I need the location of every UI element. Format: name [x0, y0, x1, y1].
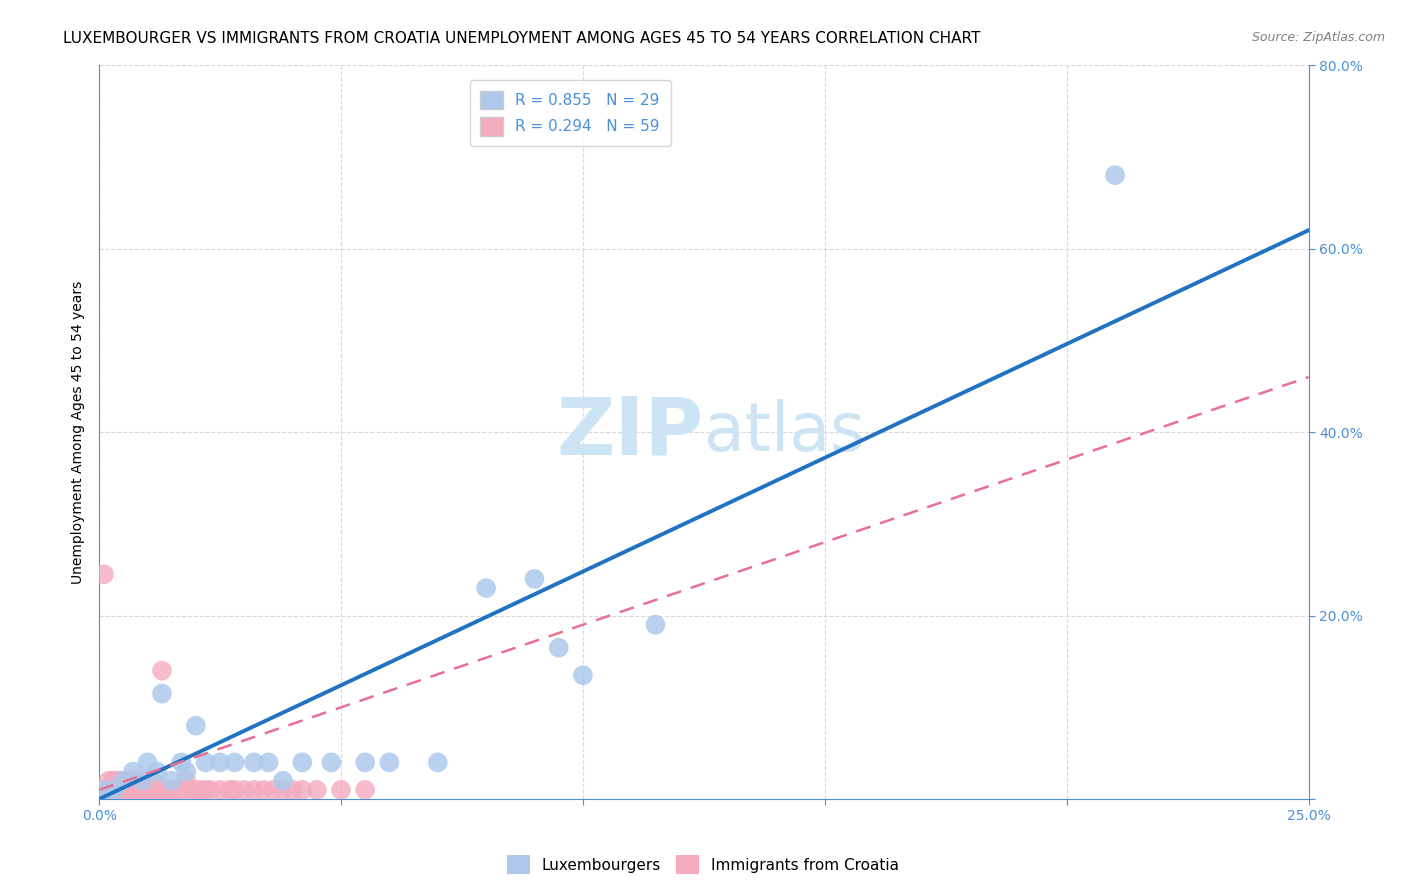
Point: [475, 581, 498, 595]
Point: [127, 773, 149, 788]
Legend: Luxembourgers, Immigrants from Croatia: Luxembourgers, Immigrants from Croatia: [501, 849, 905, 880]
Point: [107, 783, 129, 797]
Point: [1104, 168, 1126, 182]
Point: [107, 783, 129, 797]
Point: [378, 756, 401, 770]
Point: [243, 783, 266, 797]
Point: [281, 783, 304, 797]
Point: [146, 783, 169, 797]
Point: [112, 783, 135, 797]
Legend: R = 0.855   N = 29, R = 0.294   N = 59: R = 0.855 N = 29, R = 0.294 N = 59: [470, 80, 671, 146]
Point: [136, 783, 159, 797]
Y-axis label: Unemployment Among Ages 45 to 54 years: Unemployment Among Ages 45 to 54 years: [72, 280, 86, 583]
Point: [122, 773, 145, 788]
Point: [252, 783, 274, 797]
Point: [224, 783, 246, 797]
Point: [170, 756, 193, 770]
Point: [107, 783, 129, 797]
Point: [127, 783, 149, 797]
Point: [243, 756, 266, 770]
Point: [117, 783, 139, 797]
Point: [426, 756, 449, 770]
Point: [131, 783, 153, 797]
Point: [523, 572, 546, 586]
Point: [93, 567, 115, 582]
Point: [141, 783, 163, 797]
Point: [209, 756, 232, 770]
Point: [170, 783, 193, 797]
Point: [117, 783, 139, 797]
Point: [112, 773, 135, 788]
Point: [127, 783, 149, 797]
Point: [180, 783, 202, 797]
Point: [131, 773, 153, 788]
Point: [103, 783, 125, 797]
Point: [257, 756, 280, 770]
Point: [354, 783, 377, 797]
Point: [184, 783, 207, 797]
Point: [146, 764, 169, 779]
Point: [224, 756, 246, 770]
Text: Source: ZipAtlas.com: Source: ZipAtlas.com: [1251, 31, 1385, 45]
Point: [122, 783, 145, 797]
Point: [122, 764, 145, 779]
Point: [572, 668, 595, 682]
Point: [150, 783, 173, 797]
Point: [644, 617, 666, 632]
Point: [160, 773, 183, 788]
Point: [190, 783, 212, 797]
Point: [93, 783, 115, 797]
Point: [93, 783, 115, 797]
Point: [97, 783, 120, 797]
Point: [131, 773, 153, 788]
Point: [233, 783, 256, 797]
Point: [262, 783, 284, 797]
Point: [156, 783, 179, 797]
Point: [103, 773, 125, 788]
Point: [112, 783, 135, 797]
Point: [97, 783, 120, 797]
Point: [136, 756, 159, 770]
Point: [218, 783, 240, 797]
Text: LUXEMBOURGER VS IMMIGRANTS FROM CROATIA UNEMPLOYMENT AMONG AGES 45 TO 54 YEARS C: LUXEMBOURGER VS IMMIGRANTS FROM CROATIA …: [63, 31, 980, 46]
Point: [354, 756, 377, 770]
Point: [321, 756, 343, 770]
Point: [93, 783, 115, 797]
Point: [93, 783, 115, 797]
Point: [103, 783, 125, 797]
Point: [291, 783, 314, 797]
Text: ZIP: ZIP: [557, 393, 704, 471]
Point: [209, 783, 232, 797]
Point: [271, 773, 294, 788]
Point: [117, 773, 139, 788]
Point: [150, 687, 173, 701]
Point: [330, 783, 353, 797]
Point: [93, 783, 115, 797]
Point: [174, 764, 197, 779]
Point: [97, 773, 120, 788]
Point: [166, 783, 188, 797]
Point: [107, 773, 129, 788]
Point: [103, 783, 125, 797]
Point: [103, 773, 125, 788]
Point: [150, 664, 173, 678]
Point: [271, 783, 294, 797]
Point: [200, 783, 222, 797]
Point: [160, 783, 183, 797]
Point: [291, 756, 314, 770]
Point: [141, 773, 163, 788]
Text: atlas: atlas: [704, 399, 865, 465]
Point: [194, 756, 217, 770]
Point: [305, 783, 328, 797]
Point: [547, 640, 569, 655]
Point: [136, 783, 159, 797]
Point: [194, 783, 217, 797]
Point: [112, 773, 135, 788]
Point: [174, 773, 197, 788]
Point: [184, 719, 207, 733]
